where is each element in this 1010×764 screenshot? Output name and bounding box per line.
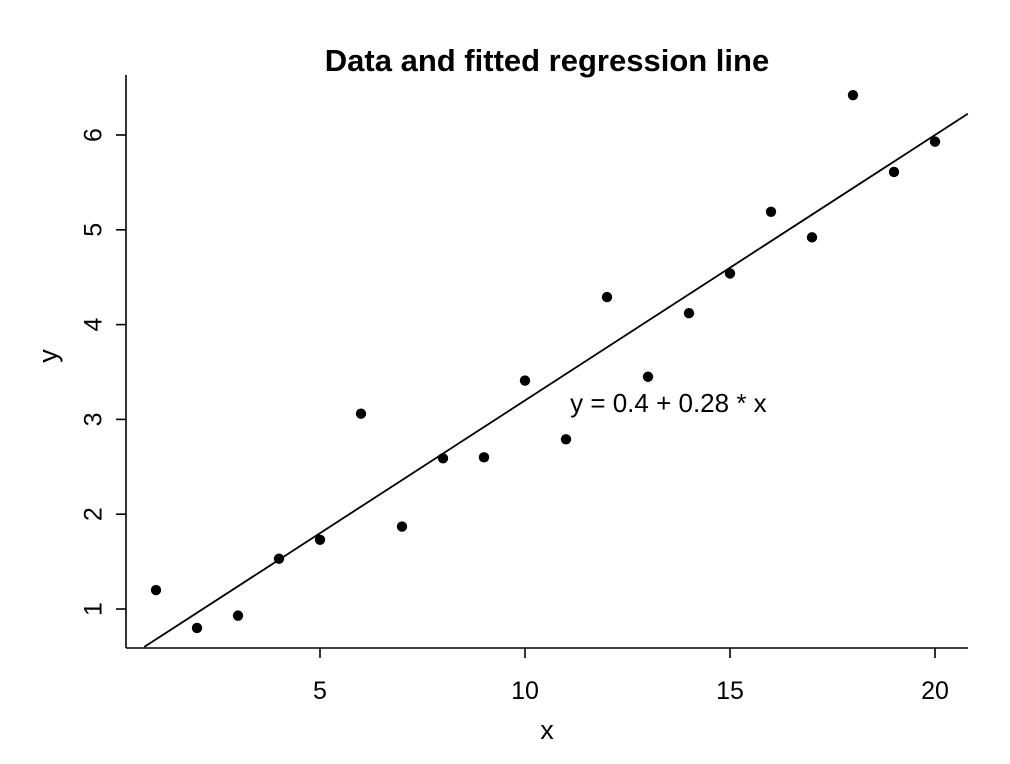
data-point (519, 375, 531, 386)
data-point (273, 553, 285, 564)
data-point (683, 308, 695, 319)
y-axis-ticks: 1 2 3 4 5 6 (80, 128, 126, 616)
y-tick-label: 6 (80, 128, 108, 142)
data-point (150, 584, 162, 596)
data-point (191, 622, 203, 634)
data-point (560, 434, 572, 445)
x-axis-title: x (540, 715, 554, 745)
data-point (314, 534, 326, 545)
plot-area: 5 10 15 20 1 2 3 4 5 6 y = 0.4 + 0.28 * x (80, 75, 969, 705)
data-point (396, 521, 408, 532)
data-point (232, 610, 244, 621)
y-tick-label: 4 (80, 318, 108, 332)
data-point (601, 291, 613, 303)
x-tick-label: 15 (716, 677, 744, 705)
data-point (765, 206, 777, 217)
y-tick-label: 5 (80, 223, 108, 237)
data-point (847, 89, 859, 101)
data-point (437, 453, 449, 464)
regression-equation-annotation: y = 0.4 + 0.28 * x (570, 388, 767, 418)
data-point (724, 268, 736, 279)
y-tick-label: 2 (80, 507, 108, 521)
y-tick-label: 3 (80, 412, 108, 426)
data-point (355, 408, 367, 419)
y-axis-title: y (33, 349, 63, 363)
y-tick-label: 1 (80, 602, 108, 616)
data-point (929, 136, 941, 147)
x-axis-ticks: 5 10 15 20 (313, 648, 949, 705)
data-point (478, 452, 490, 463)
x-tick-label: 20 (921, 677, 949, 705)
chart-title: Data and fitted regression line (325, 43, 769, 78)
x-tick-label: 5 (313, 677, 327, 705)
regression-line (143, 113, 969, 648)
data-point (642, 371, 654, 382)
x-tick-label: 10 (511, 677, 539, 705)
data-points (150, 89, 941, 634)
data-point (806, 232, 818, 243)
data-point (888, 166, 900, 178)
